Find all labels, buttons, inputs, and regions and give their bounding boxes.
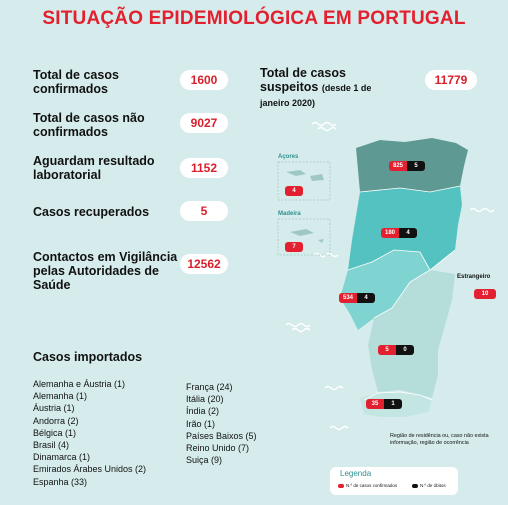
legend-confirmed: N.º de casos confirmados [338, 483, 397, 488]
stat-contacts-label: Contactos em Vigilância pelas Autoridade… [33, 250, 178, 292]
centro-deaths-pill: 4 [399, 228, 417, 238]
lisboa-confirmed-pill: 534 [339, 293, 357, 303]
list-item: Espanha (33) [33, 476, 88, 487]
stat-recovered-label: Casos recuperados [33, 205, 150, 219]
stat-suspected-text: Total de casos suspeitos [260, 66, 346, 94]
region-borders [347, 185, 461, 401]
list-item: Itália (20) [186, 394, 224, 405]
imported-list-col1: Alemanha e Áustria (1) Alemanha (1) Áust… [33, 378, 146, 488]
list-item: Reino Unido (7) [186, 443, 250, 454]
list-item: Índia (2) [186, 406, 220, 417]
norte-deaths-pill: 5 [407, 161, 425, 171]
red-dot-icon [338, 483, 344, 488]
centro-confirmed-pill: 180 [381, 228, 399, 238]
stat-unconfirmed-value: 9027 [180, 113, 228, 133]
legend-deaths: N.º de óbitos [412, 483, 446, 488]
acores-islands [286, 170, 324, 181]
region-alentejo [368, 270, 455, 398]
alentejo-confirmed-pill: 5 [378, 345, 396, 355]
list-item: Alemanha e Áustria (1) [33, 379, 126, 389]
list-item: Alemanha (1) [33, 391, 88, 402]
stat-confirmed-value: 1600 [180, 70, 228, 90]
stat-contacts-value: 12562 [180, 254, 228, 274]
alentejo-deaths-pill: 0 [396, 345, 414, 355]
madeira-islands [290, 229, 324, 243]
norte-confirmed-pill: 825 [389, 161, 407, 171]
estrangeiro-label: Estrangeiro [457, 274, 491, 280]
acores-confirmed-pill: 4 [285, 186, 303, 196]
list-item: Emirados Árabes Unidos (2) [33, 464, 147, 475]
stat-awaiting-value: 1152 [180, 158, 228, 178]
list-item: Brasil (4) [33, 440, 70, 451]
stat-recovered-value: 5 [180, 201, 228, 221]
stat-suspected-note: (desde 1 de janeiro 2020) [260, 83, 372, 108]
region-lisboa [340, 250, 430, 330]
list-item: França (24) [186, 382, 233, 392]
legend-confirmed-label: N.º de casos confirmados [346, 483, 398, 488]
list-item: Suiça (9) [186, 455, 223, 466]
lisboa-deaths-pill: 4 [357, 293, 375, 303]
list-item: Bélgica (1) [33, 427, 77, 438]
imported-list-col2: França (24) Itália (20) Índia (2) Irão (… [186, 381, 257, 466]
wave-decoration [285, 121, 495, 431]
list-item: Países Baixos (5) [186, 430, 257, 441]
madeira-inset-frame [277, 218, 331, 256]
acores-label: Açores [278, 154, 299, 160]
legend-deaths-label: N.º de óbitos [420, 483, 446, 488]
list-item: Irão (1) [186, 418, 216, 429]
list-item: Áustria (1) [33, 403, 75, 414]
acores-inset-frame [277, 161, 331, 201]
stat-unconfirmed-label: Total de casos não confirmados [33, 111, 145, 139]
stat-confirmed-label: Total de casos confirmados [33, 68, 119, 96]
stat-suspected-value: 11779 [425, 70, 477, 90]
estrangeiro-confirmed-pill: 10 [474, 289, 496, 299]
madeira-confirmed-pill: 7 [285, 242, 303, 252]
stat-awaiting-label: Aguardam resultado laboratorial [33, 154, 155, 182]
madeira-label: Madeira [278, 211, 301, 217]
list-item: Andorra (2) [33, 415, 79, 426]
page-title: SITUAÇÃO EPIDEMIOLÓGICA EM PORTUGAL [42, 8, 466, 29]
algarve-deaths-pill: 1 [384, 399, 402, 409]
stat-suspected-label: Total de casos suspeitos (desde 1 de jan… [260, 66, 390, 110]
imported-title: Casos importados [33, 350, 143, 364]
list-item: Dinamarca (1) [33, 452, 91, 463]
black-dot-icon [412, 483, 418, 488]
algarve-confirmed-pill: 35 [366, 399, 384, 409]
legend-title: Legenda [340, 469, 372, 478]
legend: Legenda N.º de casos confirmados N.º de … [330, 467, 458, 495]
region-note: Região de residência ou, caso não exista… [390, 433, 489, 446]
